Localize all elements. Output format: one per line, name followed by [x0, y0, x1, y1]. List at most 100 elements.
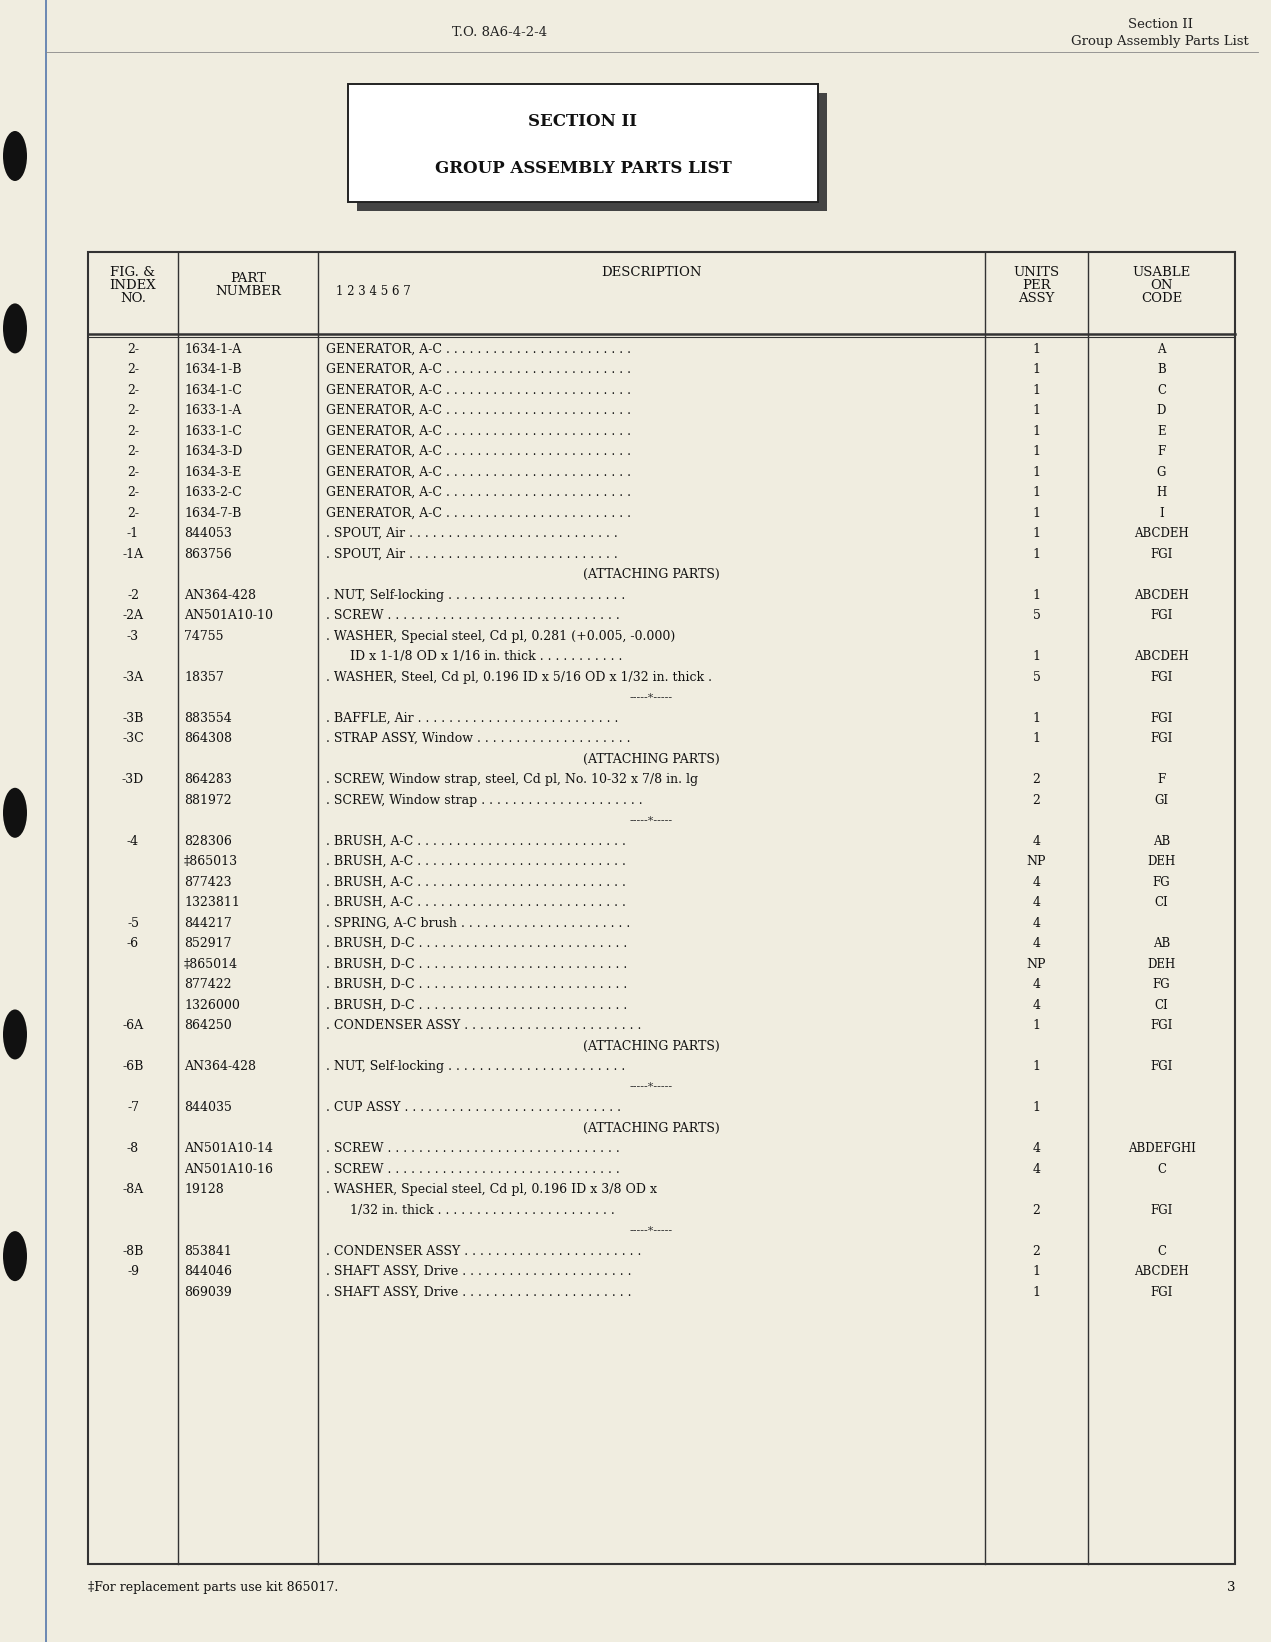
Text: AN501A10-14: AN501A10-14 [184, 1143, 273, 1156]
Text: -1A: -1A [122, 548, 144, 562]
Text: . BRUSH, D-C . . . . . . . . . . . . . . . . . . . . . . . . . . .: . BRUSH, D-C . . . . . . . . . . . . . .… [325, 957, 628, 970]
Text: -----*-----: -----*----- [630, 1082, 674, 1092]
Text: (ATTACHING PARTS): (ATTACHING PARTS) [583, 752, 719, 765]
Text: ASSY: ASSY [1018, 292, 1055, 305]
Text: . SHAFT ASSY, Drive . . . . . . . . . . . . . . . . . . . . . .: . SHAFT ASSY, Drive . . . . . . . . . . … [325, 1286, 632, 1299]
Text: 1633-1-A: 1633-1-A [184, 404, 241, 417]
Text: 869039: 869039 [184, 1286, 231, 1299]
Text: ABCDEH: ABCDEH [1134, 589, 1188, 601]
Text: -6: -6 [127, 938, 139, 951]
Text: 2: 2 [1032, 793, 1041, 806]
Ellipse shape [3, 131, 27, 181]
Text: 1: 1 [1032, 507, 1041, 521]
Text: D: D [1157, 404, 1167, 417]
Text: 2-: 2- [127, 507, 139, 521]
Text: 2-: 2- [127, 425, 139, 438]
Text: FGI: FGI [1150, 1286, 1173, 1299]
Text: Section II: Section II [1127, 18, 1192, 31]
Text: (ATTACHING PARTS): (ATTACHING PARTS) [583, 1121, 719, 1135]
Text: 1: 1 [1032, 527, 1041, 540]
Text: 853841: 853841 [184, 1245, 231, 1258]
Text: . WASHER, Steel, Cd pl, 0.196 ID x 5/16 OD x 1/32 in. thick .: . WASHER, Steel, Cd pl, 0.196 ID x 5/16 … [325, 670, 712, 683]
Text: F: F [1158, 773, 1166, 787]
Text: 1634-3-D: 1634-3-D [184, 445, 243, 458]
Text: ABDEFGHI: ABDEFGHI [1127, 1143, 1196, 1156]
Text: . SPOUT, Air . . . . . . . . . . . . . . . . . . . . . . . . . . .: . SPOUT, Air . . . . . . . . . . . . . .… [325, 548, 618, 562]
Text: 881972: 881972 [184, 793, 231, 806]
Text: -2A: -2A [122, 609, 144, 622]
Text: 883554: 883554 [184, 711, 231, 724]
Text: (ATTACHING PARTS): (ATTACHING PARTS) [583, 1039, 719, 1053]
Text: NP: NP [1027, 957, 1046, 970]
Text: 1: 1 [1032, 548, 1041, 562]
Text: -3A: -3A [122, 670, 144, 683]
Text: (ATTACHING PARTS): (ATTACHING PARTS) [583, 568, 719, 581]
Text: -3: -3 [127, 631, 139, 642]
Text: . SCREW . . . . . . . . . . . . . . . . . . . . . . . . . . . . . .: . SCREW . . . . . . . . . . . . . . . . … [325, 1143, 620, 1156]
Text: 4: 4 [1032, 834, 1041, 847]
Text: -8A: -8A [122, 1184, 144, 1197]
Text: . SCREW . . . . . . . . . . . . . . . . . . . . . . . . . . . . . .: . SCREW . . . . . . . . . . . . . . . . … [325, 609, 620, 622]
Text: CODE: CODE [1141, 292, 1182, 305]
Text: -5: -5 [127, 916, 139, 929]
Text: -4: -4 [127, 834, 139, 847]
Text: 4: 4 [1032, 916, 1041, 929]
Text: . SHAFT ASSY, Drive . . . . . . . . . . . . . . . . . . . . . .: . SHAFT ASSY, Drive . . . . . . . . . . … [325, 1266, 632, 1277]
Text: . BRUSH, D-C . . . . . . . . . . . . . . . . . . . . . . . . . . .: . BRUSH, D-C . . . . . . . . . . . . . .… [325, 938, 628, 951]
Text: ABCDEH: ABCDEH [1134, 1266, 1188, 1277]
Text: 828306: 828306 [184, 834, 231, 847]
Text: -----*-----: -----*----- [630, 816, 674, 826]
Text: GROUP ASSEMBLY PARTS LIST: GROUP ASSEMBLY PARTS LIST [435, 161, 731, 177]
Text: PART: PART [230, 273, 266, 286]
Text: 1: 1 [1032, 343, 1041, 356]
Text: 877423: 877423 [184, 875, 231, 888]
Text: 1: 1 [1032, 425, 1041, 438]
Ellipse shape [3, 304, 27, 353]
Text: 864250: 864250 [184, 1020, 231, 1033]
Text: 4: 4 [1032, 938, 1041, 951]
Text: FGI: FGI [1150, 548, 1173, 562]
Text: GENERATOR, A-C . . . . . . . . . . . . . . . . . . . . . . . .: GENERATOR, A-C . . . . . . . . . . . . .… [325, 425, 630, 438]
Text: FGI: FGI [1150, 711, 1173, 724]
Ellipse shape [3, 1232, 27, 1281]
Text: 1: 1 [1032, 711, 1041, 724]
Text: 1: 1 [1032, 445, 1041, 458]
Text: 1: 1 [1032, 363, 1041, 376]
Text: 1: 1 [1032, 1286, 1041, 1299]
Text: . BRUSH, A-C . . . . . . . . . . . . . . . . . . . . . . . . . . .: . BRUSH, A-C . . . . . . . . . . . . . .… [325, 834, 625, 847]
Text: . BRUSH, A-C . . . . . . . . . . . . . . . . . . . . . . . . . . .: . BRUSH, A-C . . . . . . . . . . . . . .… [325, 875, 625, 888]
Text: . BRUSH, A-C . . . . . . . . . . . . . . . . . . . . . . . . . . .: . BRUSH, A-C . . . . . . . . . . . . . .… [325, 855, 625, 869]
Text: 1: 1 [1032, 650, 1041, 663]
Text: 1: 1 [1032, 1266, 1041, 1277]
Text: 3: 3 [1227, 1581, 1235, 1593]
Text: 863756: 863756 [184, 548, 231, 562]
Text: 844217: 844217 [184, 916, 231, 929]
Text: 2: 2 [1032, 1245, 1041, 1258]
Ellipse shape [3, 788, 27, 837]
Text: CI: CI [1154, 897, 1168, 910]
Text: -9: -9 [127, 1266, 139, 1277]
Text: 1: 1 [1032, 384, 1041, 397]
Text: 864283: 864283 [184, 773, 231, 787]
Text: 1: 1 [1032, 1061, 1041, 1074]
Text: DEH: DEH [1148, 957, 1176, 970]
Text: AN501A10-16: AN501A10-16 [184, 1163, 273, 1176]
Text: . CUP ASSY . . . . . . . . . . . . . . . . . . . . . . . . . . . .: . CUP ASSY . . . . . . . . . . . . . . .… [325, 1102, 622, 1115]
Text: G: G [1157, 466, 1167, 479]
Text: . WASHER, Special steel, Cd pl, 0.196 ID x 3/8 OD x: . WASHER, Special steel, Cd pl, 0.196 ID… [325, 1184, 657, 1197]
Text: ID x 1-1/8 OD x 1/16 in. thick . . . . . . . . . . .: ID x 1-1/8 OD x 1/16 in. thick . . . . .… [325, 650, 623, 663]
Text: GENERATOR, A-C . . . . . . . . . . . . . . . . . . . . . . . .: GENERATOR, A-C . . . . . . . . . . . . .… [325, 404, 630, 417]
Text: INDEX: INDEX [109, 279, 156, 292]
Text: FGI: FGI [1150, 1061, 1173, 1074]
FancyBboxPatch shape [357, 94, 827, 212]
Text: H: H [1157, 486, 1167, 499]
Text: 1633-1-C: 1633-1-C [184, 425, 241, 438]
Text: 4: 4 [1032, 1143, 1041, 1156]
Text: ABCDEH: ABCDEH [1134, 527, 1188, 540]
Text: GENERATOR, A-C . . . . . . . . . . . . . . . . . . . . . . . .: GENERATOR, A-C . . . . . . . . . . . . .… [325, 466, 630, 479]
Text: 864308: 864308 [184, 732, 233, 745]
Text: FG: FG [1153, 979, 1171, 992]
Text: UNITS: UNITS [1013, 266, 1060, 279]
Text: . SPOUT, Air . . . . . . . . . . . . . . . . . . . . . . . . . . .: . SPOUT, Air . . . . . . . . . . . . . .… [325, 527, 618, 540]
Text: 1634-1-A: 1634-1-A [184, 343, 241, 356]
